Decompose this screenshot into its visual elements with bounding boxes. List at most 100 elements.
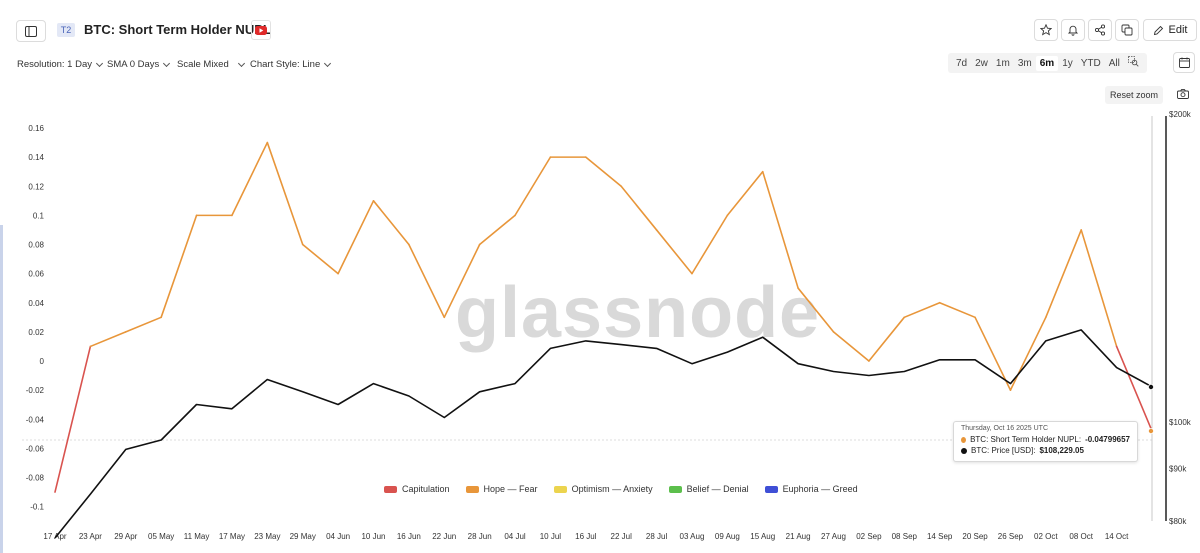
nupl-segment (443, 243, 481, 319)
legend-label: Belief — Denial (686, 484, 749, 494)
x-tick-label: 14 Sep (927, 532, 953, 541)
nupl-segment (691, 214, 729, 275)
resolution-dropdown[interactable]: Resolution: 1 Day (17, 59, 104, 70)
screenshot-button[interactable] (1176, 87, 1190, 101)
custom-zoom-button[interactable] (1124, 54, 1143, 72)
y-tick-label: -0.08 (26, 474, 45, 483)
scale-dropdown[interactable]: Scale Mixed (177, 59, 245, 70)
x-tick-label: 14 Oct (1105, 532, 1129, 541)
y-right-tick-label: $80k (1169, 517, 1187, 526)
legend-item-optimism-anxiety[interactable]: Optimism — Anxiety (553, 484, 653, 494)
y-tick-label: -0.04 (26, 415, 45, 424)
share-icon (1094, 24, 1106, 36)
tier-badge: T2 (57, 23, 75, 37)
page-title: BTC: Short Term Holder NUPL (84, 22, 271, 37)
y-tick-label: -0.06 (26, 444, 45, 453)
x-tick-label: 23 Apr (79, 532, 102, 541)
nupl-segment (1115, 345, 1153, 432)
sidebar-toggle-button[interactable] (16, 20, 46, 42)
nupl-segment (514, 156, 552, 217)
y-right-tick-label: $200k (1169, 110, 1192, 119)
calendar-icon (1178, 57, 1190, 68)
youtube-button[interactable] (251, 20, 271, 40)
nupl-segment (372, 200, 410, 246)
x-tick-label: 22 Jul (611, 532, 633, 541)
x-tick-label: 09 Aug (715, 532, 740, 541)
sma-label: SMA 0 Days (107, 59, 160, 70)
tooltip-nupl-label: BTC: Short Term Holder NUPL: (970, 435, 1082, 444)
x-tick-label: 27 Aug (821, 532, 846, 541)
legend-item-belief-denial[interactable]: Belief — Denial (668, 484, 749, 494)
zoom-select-icon (1127, 56, 1139, 67)
reset-zoom-button[interactable]: Reset zoom (1105, 86, 1163, 104)
range-selector: 7d 2w 1m 3m 6m 1y YTD All (948, 53, 1147, 73)
chart-style-dropdown[interactable]: Chart Style: Line (250, 59, 332, 70)
nupl-segment (1045, 229, 1083, 319)
copy-icon (1121, 24, 1133, 36)
range-6m[interactable]: 6m (1035, 55, 1059, 71)
nupl-segment (124, 316, 162, 333)
y-axis-left: 0.16 0.14 0.12 0.1 0.08 0.06 0.04 0.02 0 -0.02 -0.… (26, 124, 45, 512)
x-tick-label: 04 Jun (326, 532, 350, 541)
y-axis-right: $200k $100k $90k $80k (1169, 110, 1192, 526)
x-tick-label: 16 Jul (575, 532, 597, 541)
nupl-segment (337, 200, 375, 275)
price-marker (1148, 383, 1155, 390)
calendar-button[interactable] (1173, 52, 1195, 73)
x-tick-label: 17 Apr (43, 532, 66, 541)
alert-button[interactable] (1061, 19, 1085, 41)
chart-tooltip: Thursday, Oct 16 2025 UTC BTC: Short Ter… (953, 421, 1138, 462)
x-tick-label: 04 Jul (504, 532, 526, 541)
nupl-segment (620, 185, 658, 231)
share-button[interactable] (1088, 19, 1112, 41)
range-1y[interactable]: 1y (1062, 57, 1073, 69)
favorite-button[interactable] (1034, 19, 1058, 41)
range-all[interactable]: All (1108, 57, 1120, 69)
nupl-segment (726, 170, 764, 217)
legend-item-euphoria-greed[interactable]: Euphoria — Greed (764, 484, 858, 494)
legend-label: Capitulation (402, 484, 450, 494)
x-tick-label: 10 Jun (361, 532, 385, 541)
nupl-segment (761, 170, 799, 289)
legend-item-capitulation[interactable]: Capitulation (384, 484, 450, 494)
range-7d[interactable]: 7d (956, 57, 968, 69)
range-ytd[interactable]: YTD (1080, 57, 1101, 69)
x-tick-label: 16 Jun (397, 532, 421, 541)
sma-dropdown[interactable]: SMA 0 Days (107, 59, 171, 70)
x-tick-label: 29 May (290, 532, 316, 541)
y-tick-label: 0.08 (28, 241, 44, 250)
legend-swatch (553, 485, 567, 493)
edit-button[interactable]: Edit (1143, 19, 1197, 41)
camera-icon (1177, 89, 1189, 99)
x-tick-label: 11 May (184, 532, 210, 541)
legend-swatch (764, 485, 778, 493)
y-tick-label: -0.02 (26, 386, 45, 395)
x-tick-label: 26 Sep (998, 532, 1024, 541)
y-tick-label: 0.04 (28, 299, 44, 308)
x-tick-label: 08 Oct (1069, 532, 1093, 541)
pencil-icon (1153, 25, 1163, 35)
x-tick-label: 28 Jun (468, 532, 492, 541)
legend-item-hope-fear[interactable]: Hope — Fear (465, 484, 538, 494)
tooltip-date: Thursday, Oct 16 2025 UTC (961, 425, 1049, 432)
scale-label: Scale Mixed (177, 59, 229, 70)
range-1m[interactable]: 1m (995, 57, 1010, 69)
range-2w[interactable]: 2w (975, 57, 988, 69)
nupl-segment (868, 316, 906, 362)
x-tick-label: 08 Sep (892, 532, 918, 541)
y-right-tick-label: $100k (1169, 418, 1192, 427)
nupl-segment (938, 301, 976, 319)
nupl-segment (1009, 316, 1047, 391)
tooltip-price-label: BTC: Price [USD]: (971, 446, 1036, 455)
nupl-segment (160, 214, 198, 319)
tooltip-price-row: BTC: Price [USD]: $108,229.05 (961, 445, 1130, 456)
x-tick-label: 23 May (254, 532, 280, 541)
x-tick-label: 17 May (219, 532, 245, 541)
legend-label: Euphoria — Greed (782, 484, 858, 494)
range-3m[interactable]: 3m (1017, 57, 1032, 69)
nupl-segment (903, 301, 941, 319)
sidebar-panel-icon (25, 25, 37, 37)
duplicate-button[interactable] (1115, 19, 1139, 41)
y-tick-label: 0.12 (28, 182, 44, 191)
x-tick-label: 02 Oct (1034, 532, 1058, 541)
